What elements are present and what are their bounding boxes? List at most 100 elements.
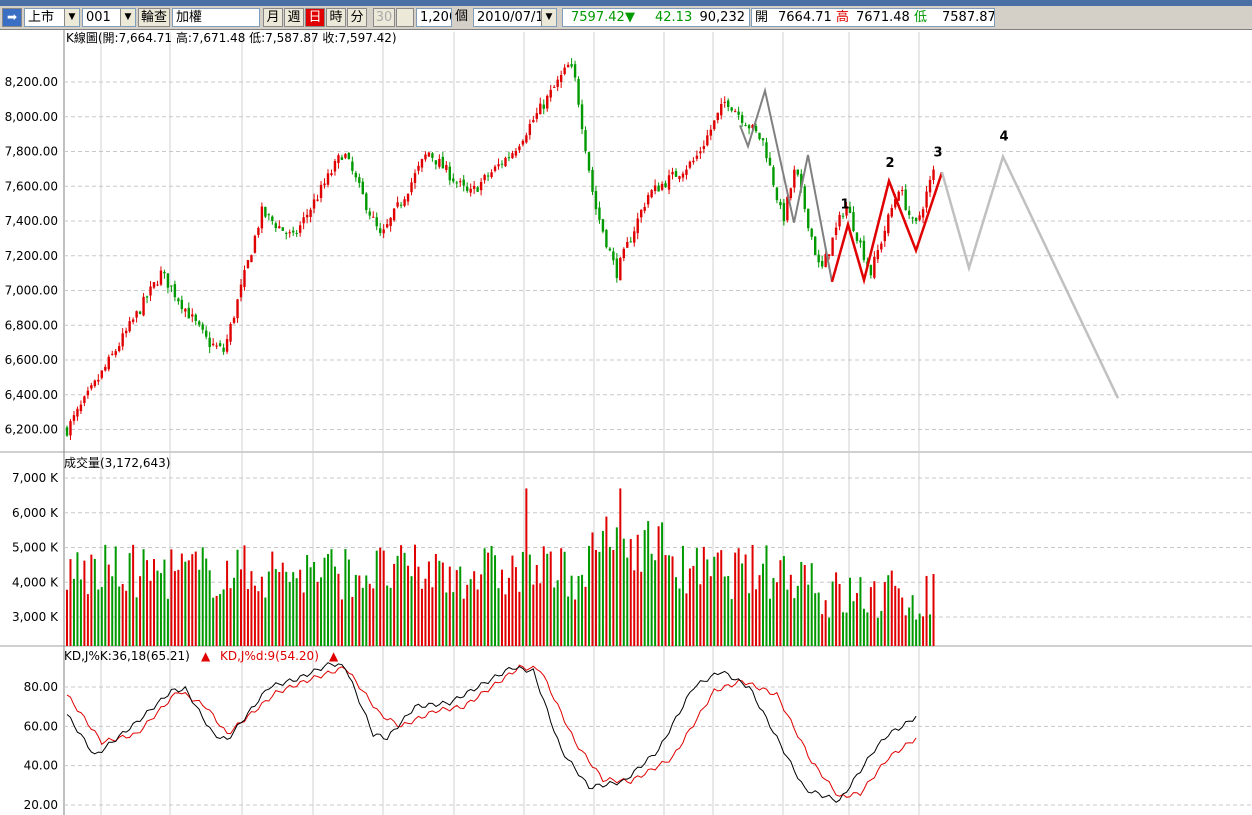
minute-interval-spinner[interactable] xyxy=(396,8,414,27)
volume-bar xyxy=(713,556,716,646)
candle-body xyxy=(932,169,935,181)
volume-bar xyxy=(768,598,771,646)
volume-bar xyxy=(594,549,597,646)
chevron-down-icon[interactable]: ▼ xyxy=(64,9,79,26)
candle-body xyxy=(594,191,598,210)
kline-title: K線圖(開:7,664.71 高:7,671.48 低:7,587.87 收:7… xyxy=(66,30,397,45)
candle-body xyxy=(201,324,204,330)
change-value: 42.13 xyxy=(655,10,693,25)
candle-body xyxy=(845,205,848,216)
candle-body xyxy=(361,181,364,195)
high-label: 高 xyxy=(836,10,850,25)
volume-bar xyxy=(118,586,121,646)
candle-body xyxy=(775,187,779,201)
candle-body xyxy=(633,231,636,243)
volume-bar xyxy=(539,583,542,646)
volume-bar xyxy=(574,599,577,646)
volume-bar xyxy=(782,556,785,646)
chevron-down-icon[interactable]: ▼ xyxy=(541,9,556,26)
chevron-down-icon[interactable]: ▼ xyxy=(120,9,135,26)
volume-bar xyxy=(581,574,584,646)
wave-label-4: 4 xyxy=(999,130,1008,145)
candle-body xyxy=(869,265,873,276)
candle-body xyxy=(848,206,852,214)
volume-bar xyxy=(274,569,277,646)
candle-body xyxy=(358,177,361,183)
candle-body xyxy=(667,175,671,190)
candle-body xyxy=(577,78,580,105)
candle-body xyxy=(685,169,688,175)
volume-bar xyxy=(803,565,806,646)
volume-bar xyxy=(605,516,608,646)
candle-body xyxy=(883,230,886,242)
code-select[interactable]: 001 ▼ xyxy=(82,8,136,27)
candle-body xyxy=(636,218,639,234)
minute-interval-field[interactable]: 30 xyxy=(373,8,395,27)
period-hour-button[interactable]: 時 xyxy=(326,8,346,27)
date-select[interactable]: 2010/07/13 ▼ xyxy=(473,8,557,27)
candle-body xyxy=(918,215,921,220)
volume-bar xyxy=(379,547,382,646)
candle-body xyxy=(222,347,225,352)
candle-body xyxy=(65,427,69,436)
candle-body xyxy=(399,204,403,206)
volume-bar xyxy=(114,546,117,646)
volume-bar xyxy=(501,569,503,646)
period-week-button[interactable]: 週 xyxy=(284,8,304,27)
volume-bar xyxy=(267,571,270,646)
y-tick-label: 7,800.00 xyxy=(5,145,58,159)
market-select[interactable]: 上市 ▼ xyxy=(24,8,80,27)
candle-body xyxy=(817,254,820,263)
volume-bar xyxy=(890,570,893,646)
candle-body xyxy=(706,135,709,146)
query-button[interactable]: 輪查 xyxy=(138,8,170,27)
candle-body xyxy=(709,129,712,136)
candle-body xyxy=(831,237,834,256)
volume-bar xyxy=(876,617,879,646)
volume-bar xyxy=(897,588,900,646)
count-field[interactable]: 1,200 xyxy=(416,8,452,27)
candle-body xyxy=(598,207,601,220)
volume-bar xyxy=(560,548,563,646)
candle-body xyxy=(702,146,706,149)
volume-bar xyxy=(69,559,72,646)
candle-body xyxy=(723,101,726,103)
volume-bar xyxy=(845,612,848,646)
volume-bar xyxy=(306,555,309,646)
candle-body xyxy=(69,421,72,436)
candle-body xyxy=(907,210,911,216)
volume-bar xyxy=(675,577,677,646)
candle-body xyxy=(406,193,410,202)
y-tick-label: 7,000 K xyxy=(12,471,59,485)
volume-bar xyxy=(487,552,490,646)
candle-body xyxy=(890,207,893,217)
candle-body xyxy=(90,385,93,389)
volume-bar xyxy=(619,488,622,646)
arrow-right-icon[interactable]: ➡ xyxy=(2,8,22,27)
volume-bar xyxy=(852,601,855,646)
open-value: 7664.71 xyxy=(778,10,832,25)
candle-body xyxy=(253,235,257,253)
period-minute-button[interactable]: 分 xyxy=(347,8,367,27)
y-tick-label: 7,400.00 xyxy=(5,214,58,228)
candle-body xyxy=(511,153,514,159)
candle-body xyxy=(462,179,465,186)
volume-bar xyxy=(525,488,528,646)
candle-body xyxy=(312,199,316,209)
period-day-button[interactable]: 日 xyxy=(305,8,325,27)
wave-label-3: 3 xyxy=(933,145,942,160)
candle-body xyxy=(326,173,330,185)
candle-body xyxy=(208,337,211,348)
volume-bar xyxy=(671,556,674,646)
candle-body xyxy=(267,214,271,216)
volume-bar xyxy=(372,588,375,646)
volume-bar xyxy=(264,597,267,646)
candle-body xyxy=(660,183,664,190)
candle-body xyxy=(392,208,396,221)
candle-body xyxy=(834,227,838,236)
volume-bar xyxy=(612,549,615,646)
period-month-button[interactable]: 月 xyxy=(263,8,283,27)
kd-panel: KD,J%K:36,18(65.21) ▲ KD,J%d:9(54.20) ▲ … xyxy=(24,649,917,812)
candle-body xyxy=(518,146,521,151)
volume-bar xyxy=(340,599,343,646)
